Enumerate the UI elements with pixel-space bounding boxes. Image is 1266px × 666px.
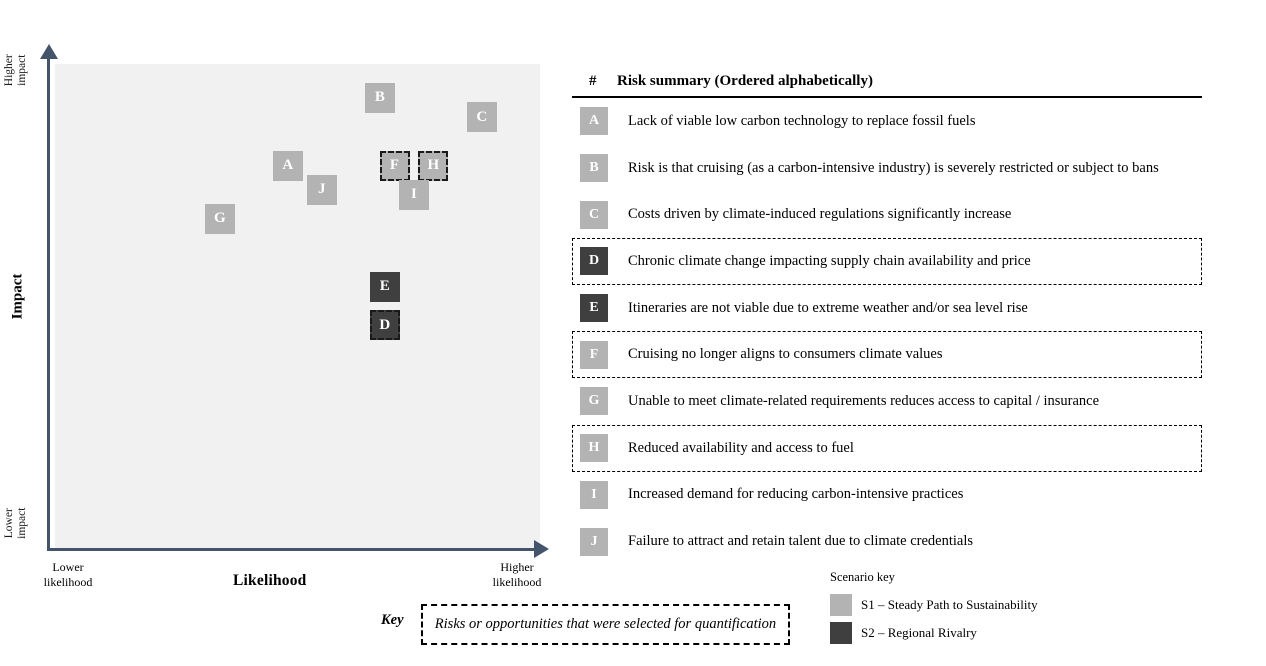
marker-label: E (379, 278, 390, 295)
marker-label: C (476, 108, 488, 125)
risk-id-badge: B (580, 154, 608, 183)
table-row: I Increased demand for reducing carbon-i… (572, 472, 1202, 519)
y-axis-higher-label: Higher impact (2, 54, 28, 87)
scenario-label: S1 – Steady Path to Sustainability (861, 597, 1038, 612)
marker-label: D (379, 316, 391, 333)
col-header-summary: Risk summary (Ordered alphabetically) (617, 73, 873, 89)
y-axis-lower-label: Lower impact (2, 507, 28, 539)
table-header: # Risk summary (Ordered alphabetically) (572, 72, 1202, 98)
risk-summary-text: Chronic climate change impacting supply … (628, 252, 1031, 269)
risk-id-badge: F (580, 340, 608, 369)
scenario-key-item: S2 – Regional Rivalry (830, 622, 1038, 644)
risk-marker: C (466, 102, 497, 133)
key-note-box: Risks or opportunities that were selecte… (421, 604, 790, 645)
table-row: C Costs driven by climate-induced regula… (572, 191, 1202, 238)
risk-id-badge: G (580, 387, 608, 416)
risk-marker: J (306, 174, 337, 205)
key-label: Key (381, 612, 404, 628)
risk-summary-table: # Risk summary (Ordered alphabetically) … (572, 72, 1202, 565)
scenario-swatch (830, 622, 852, 644)
table-row: G Unable to meet climate-related require… (572, 378, 1202, 425)
risk-summary-text: Unable to meet climate-related requireme… (628, 392, 1100, 409)
marker-label: A (282, 157, 294, 174)
table-row: F Cruising no longer aligns to consumers… (572, 331, 1202, 379)
risk-marker: F (379, 150, 410, 181)
risk-marker: D (369, 310, 400, 341)
risk-id-badge: C (580, 200, 608, 229)
risk-id-badge: I (580, 480, 608, 509)
risk-summary-text: Reduced availability and access to fuel (628, 439, 854, 456)
risk-id-badge: E (580, 294, 608, 323)
y-axis-line (47, 58, 50, 551)
marker-label: I (410, 186, 417, 203)
risk-id-badge: D (580, 247, 608, 276)
table-row: B Risk is that cruising (as a carbon-int… (572, 145, 1202, 192)
table-row: D Chronic climate change impacting suppl… (572, 238, 1202, 285)
scenario-key: Scenario key S1 – Steady Path to Sustain… (830, 570, 1038, 650)
risk-summary-text: Increased demand for reducing carbon-int… (628, 486, 964, 503)
risk-marker: A (272, 150, 303, 181)
risk-marker: I (398, 179, 429, 210)
scenario-label: S2 – Regional Rivalry (861, 625, 977, 640)
marker-label: J (318, 181, 326, 198)
y-axis-title: Impact (9, 273, 26, 320)
x-axis-title: Likelihood (233, 572, 307, 589)
scenario-key-item: S1 – Steady Path to Sustainability (830, 594, 1038, 616)
risk-summary-text: Cruising no longer aligns to consumers c… (628, 346, 943, 363)
y-axis-arrow-icon (40, 44, 58, 59)
risk-marker: H (418, 150, 449, 181)
col-header-id: # (589, 73, 597, 89)
risk-marker: E (369, 271, 400, 302)
risk-marker: B (364, 82, 395, 113)
risk-id-badge: J (580, 527, 608, 556)
scenario-key-items: S1 – Steady Path to Sustainability S2 – … (830, 594, 1038, 644)
risk-summary-text: Risk is that cruising (as a carbon-inten… (628, 159, 1159, 176)
risk-id-badge: A (580, 107, 608, 136)
plot-area (55, 64, 540, 548)
risk-marker: G (204, 203, 235, 234)
table-row: E Itineraries are not viable due to extr… (572, 285, 1202, 332)
key-note-text: Risks or opportunities that were selecte… (434, 616, 777, 632)
x-axis-higher-label: Higher likelihood (492, 560, 542, 589)
risk-summary-text: Costs driven by climate-induced regulati… (628, 206, 1012, 223)
marker-label: G (214, 210, 226, 227)
scenario-swatch (830, 594, 852, 616)
table-row: H Reduced availability and access to fue… (572, 424, 1202, 472)
marker-label: B (374, 89, 385, 106)
x-axis-lower-label: Lower likelihood (43, 560, 93, 589)
marker-label: H (427, 157, 440, 174)
table-row: A Lack of viable low carbon technology t… (572, 98, 1202, 145)
table-body: A Lack of viable low carbon technology t… (572, 98, 1202, 565)
table-row: J Failure to attract and retain talent d… (572, 518, 1202, 565)
x-axis-arrow-icon (534, 540, 549, 558)
marker-label: F (389, 157, 400, 174)
risk-id-badge: H (580, 434, 608, 463)
x-axis-line (47, 548, 537, 551)
risk-summary-text: Failure to attract and retain talent due… (628, 533, 974, 550)
risk-summary-text: Itineraries are not viable due to extrem… (628, 299, 1028, 316)
risk-summary-text: Lack of viable low carbon technology to … (628, 112, 976, 129)
scenario-key-title: Scenario key (830, 570, 895, 584)
